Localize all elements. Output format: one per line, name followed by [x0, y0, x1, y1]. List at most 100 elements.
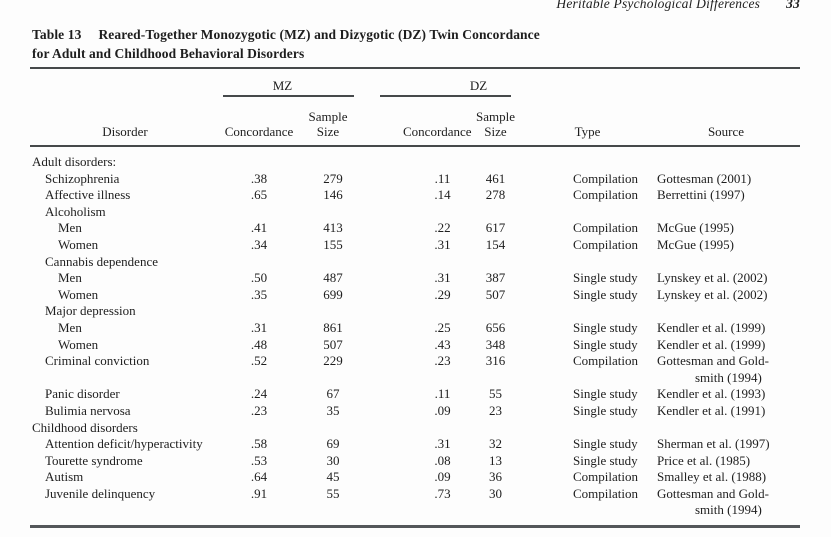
cell-dz-concordance: .73: [434, 485, 451, 501]
cell-type: Compilation: [573, 485, 638, 501]
cell-dz-concordance: .29: [434, 286, 451, 302]
table-row: Women .48 507 .43 348 Single study Kendl…: [30, 337, 800, 354]
table-row: Attention deficit/hyperactivity .58 69 .…: [30, 436, 800, 453]
cell-gap: [358, 254, 403, 271]
cell-mz-concordance: .35: [250, 286, 268, 302]
cell-mz-concordance: .34: [250, 236, 268, 252]
cell-gap: [358, 171, 403, 188]
cell-mz-sample-size: 487: [323, 270, 343, 286]
cell-mz-sample-size: 279: [323, 170, 343, 186]
cell-mz-concordance: .58: [250, 436, 268, 452]
table-row: Criminal conviction .52 229 .23 316 Comp…: [30, 353, 800, 386]
cell-mz-sample-size: [298, 420, 358, 437]
table-row: Juvenile delinquency .91 55 .73 30 Compi…: [30, 486, 800, 527]
cell-source: Lynskey et al. (2002): [652, 287, 800, 304]
cell-mz-concordance: .31: [250, 319, 268, 335]
group-header-dz-cell: DZ: [380, 68, 523, 97]
cell-source: Smalley et al. (1988): [652, 469, 800, 486]
cell-gap: [358, 486, 403, 527]
source-line1: Gottesman and Gold-: [657, 353, 769, 369]
column-header-type: Type: [523, 97, 652, 147]
cell-mz-sample-size: 229: [323, 353, 343, 369]
cell-mz-sample-size: 861: [323, 319, 343, 335]
cell-mz-sample-size: 155: [323, 236, 343, 252]
cell-gap: [358, 353, 403, 386]
cell-source: Berrettini (1997): [652, 187, 800, 204]
group-header-mz-cell: MZ: [220, 68, 358, 97]
cell-disorder: Schizophrenia: [45, 170, 120, 186]
table-caption-label: Table 13: [32, 27, 82, 42]
cell-mz-concordance: [220, 204, 298, 221]
cell-mz-concordance: .50: [250, 270, 268, 286]
cell-mz-concordance: .23: [250, 402, 268, 418]
cell-dz-concordance: [403, 146, 468, 171]
cell-source: Gottesman and Gold-smith (1994): [652, 486, 800, 527]
cell-type: Compilation: [573, 236, 638, 252]
cell-type: [523, 146, 652, 171]
cell-dz-concordance: .11: [434, 386, 451, 402]
cell-mz-concordance: .65: [250, 187, 268, 203]
cell-mz-sample-size: 35: [326, 402, 340, 418]
table-row: Men .31 861 .25 656 Single study Kendler…: [30, 320, 800, 337]
cell-type: [523, 254, 652, 271]
column-header-gap: [358, 97, 403, 147]
cell-mz-sample-size: [298, 204, 358, 221]
cell-source: Gottesman (2001): [652, 171, 800, 188]
cell-gap: [358, 469, 403, 486]
cell-type: [523, 303, 652, 320]
cell-dz-concordance: .25: [434, 319, 451, 335]
column-header-disorder: Disorder: [30, 97, 220, 147]
cell-disorder: Tourette syndrome: [45, 452, 143, 468]
table-caption: Table 13 Reared-Together Monozygotic (MZ)…: [32, 25, 540, 63]
cell-type: Single study: [573, 436, 638, 452]
cell-dz-concordance: .09: [434, 402, 451, 418]
group-spacer: [30, 68, 220, 97]
table-row: Cannabis dependence: [30, 254, 800, 271]
source-line1: Gottesman (2001): [657, 170, 752, 186]
cell-gap: [358, 337, 403, 354]
source-line1: Smalley et al. (1988): [657, 469, 767, 485]
cell-dz-sample-size: [468, 204, 523, 221]
group-spacer: [652, 68, 800, 97]
cell-mz-sample-size: [298, 146, 358, 171]
cell-source: Gottesman and Gold-smith (1994): [652, 353, 800, 386]
table-row: Women .34 155 .31 154 Compilation McGue …: [30, 237, 800, 254]
source-line2: smith (1994): [695, 369, 762, 385]
cell-source: McGue (1995): [652, 237, 800, 254]
cell-dz-concordance: .22: [434, 220, 451, 236]
cell-mz-sample-size: 146: [323, 187, 343, 203]
cell-mz-concordance: [220, 254, 298, 271]
cell-dz-concordance: .11: [434, 170, 451, 186]
cell-source: Kendler et al. (1993): [652, 386, 800, 403]
cell-gap: [358, 320, 403, 337]
cell-mz-sample-size: [298, 303, 358, 320]
cell-gap: [358, 187, 403, 204]
cell-type: Single study: [573, 270, 638, 286]
cell-source: Lynskey et al. (2002): [652, 270, 800, 287]
cell-mz-concordance: .38: [250, 170, 268, 186]
mz-group-underline: MZ: [223, 77, 354, 97]
cell-dz-sample-size: 278: [485, 187, 506, 203]
cell-mz-concordance: .48: [250, 336, 268, 352]
cell-mz-concordance: .52: [250, 353, 268, 369]
table-row: Schizophrenia .38 279 .11 461 Compilatio…: [30, 171, 800, 188]
cell-source: [652, 204, 800, 221]
cell-mz-concordance: [220, 420, 298, 437]
source-line1: Berrettini (1997): [657, 187, 745, 203]
cell-mz-sample-size: [298, 254, 358, 271]
source-line1: McGue (1995): [657, 220, 734, 236]
cell-type: Single study: [573, 452, 638, 468]
group-header-row: MZ DZ: [30, 68, 800, 97]
cell-disorder: Alcoholism: [45, 203, 106, 219]
cell-dz-sample-size: 55: [489, 386, 502, 402]
cell-gap: [358, 204, 403, 221]
cell-type: Compilation: [573, 353, 638, 369]
cell-mz-concordance: .64: [250, 469, 268, 485]
cell-type: Compilation: [573, 220, 638, 236]
table-row: Childhood disorders: [30, 420, 800, 437]
cell-disorder: Adult disorders:: [32, 154, 117, 169]
cell-source: [652, 420, 800, 437]
cell-dz-sample-size: 348: [485, 336, 506, 352]
cell-source: Kendler et al. (1999): [652, 320, 800, 337]
cell-disorder: Affective illness: [45, 187, 131, 203]
